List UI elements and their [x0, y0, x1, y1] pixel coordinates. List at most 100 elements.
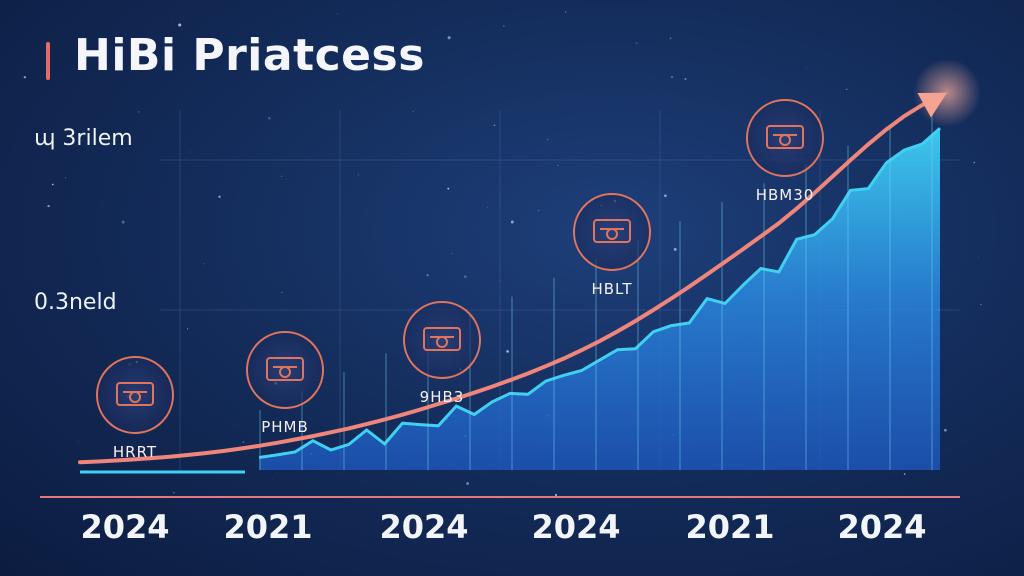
chart-title: HiBi Priatcess — [74, 30, 425, 81]
star — [172, 491, 175, 494]
star — [426, 274, 429, 277]
star — [463, 275, 467, 279]
annotation-label: HRRT — [113, 443, 157, 461]
star — [447, 36, 451, 40]
glasses-icon — [766, 125, 804, 149]
annotation-label: HBLT — [591, 280, 632, 298]
star — [466, 482, 470, 485]
star — [121, 220, 125, 224]
annotation-ring — [746, 99, 824, 177]
annotation-glasses: HBM30 — [746, 99, 824, 204]
star — [818, 205, 820, 207]
gear-figure-icon-dot — [606, 228, 618, 240]
star — [503, 25, 505, 27]
glasses-icon-dot — [779, 134, 791, 146]
annotation-gear-figure: HBLT — [573, 193, 651, 298]
star — [635, 42, 638, 45]
annotation-anvil: 9HB3 — [403, 301, 481, 406]
trend-series — [78, 58, 982, 465]
glasses-icon-body — [766, 125, 804, 149]
star — [564, 11, 567, 13]
y-tick-label-mid: 0.3neld — [34, 290, 117, 315]
star — [203, 263, 205, 265]
star — [669, 37, 672, 40]
star — [670, 75, 674, 79]
annotation-ring — [403, 301, 481, 379]
bowl-icon-body — [266, 357, 304, 381]
star — [171, 18, 173, 20]
star — [281, 292, 283, 294]
x-tick-label: 2024 — [379, 508, 469, 546]
trend-line — [78, 94, 942, 465]
star — [664, 194, 667, 197]
anvil-icon-body — [423, 327, 461, 351]
star — [447, 187, 450, 190]
star — [978, 256, 980, 258]
star — [506, 350, 509, 353]
star — [538, 210, 540, 212]
star — [187, 328, 189, 330]
annotation-ring — [573, 193, 651, 271]
y-tick-label-top: ɰ 3rilem — [34, 126, 133, 151]
star — [268, 117, 271, 120]
gear-figure-icon-body — [593, 219, 631, 243]
star — [903, 473, 906, 475]
annotation-label: PHMB — [261, 418, 309, 436]
star — [980, 303, 982, 306]
annotation-ring — [96, 356, 174, 434]
star — [64, 177, 66, 179]
star — [554, 493, 558, 497]
trend-arrow-head — [917, 92, 948, 118]
star — [684, 77, 687, 81]
star — [805, 67, 807, 69]
star — [78, 440, 80, 441]
anvil-icon — [423, 327, 461, 351]
star — [557, 164, 559, 166]
star — [178, 23, 182, 27]
star — [846, 88, 848, 90]
annotation-machinery: HRRT — [96, 356, 174, 461]
star — [137, 111, 140, 113]
star — [493, 124, 496, 127]
bowl-icon-dot — [279, 366, 291, 378]
annotation-label: 9HB3 — [420, 388, 465, 406]
area-fill — [259, 128, 941, 470]
x-tick-label: 2024 — [837, 508, 927, 546]
star — [280, 175, 283, 178]
star — [51, 183, 54, 186]
area-top-line — [258, 127, 941, 459]
star — [451, 252, 453, 254]
machinery-icon-dot — [129, 391, 141, 403]
x-tick-label: 2024 — [80, 508, 170, 546]
star — [973, 161, 976, 164]
annotation-bowl: PHMB — [246, 331, 324, 436]
star — [510, 220, 514, 224]
star — [358, 174, 360, 176]
star — [189, 151, 191, 153]
star — [271, 477, 273, 479]
area-series — [80, 107, 941, 474]
machinery-icon-body — [116, 382, 154, 406]
title-accent-bar — [46, 42, 50, 80]
star — [487, 206, 488, 208]
star — [944, 428, 947, 432]
star — [218, 195, 221, 198]
anvil-icon-dot — [436, 336, 448, 348]
x-tick-label: 2021 — [685, 508, 775, 546]
annotations: HRRT PHMB 9HB3 HBLT HBM30 — [96, 99, 824, 461]
star — [673, 247, 677, 251]
star — [242, 441, 245, 444]
star — [546, 138, 549, 141]
annotation-ring — [246, 331, 324, 409]
annotation-label: HBM30 — [756, 186, 815, 204]
gear-figure-icon — [593, 219, 631, 243]
star — [336, 13, 338, 15]
x-tick-label: 2024 — [531, 508, 621, 546]
x-tick-label: 2021 — [223, 508, 313, 546]
star — [23, 75, 27, 79]
bowl-icon — [266, 357, 304, 381]
machinery-icon — [116, 382, 154, 406]
star — [499, 279, 501, 281]
star — [412, 110, 414, 113]
